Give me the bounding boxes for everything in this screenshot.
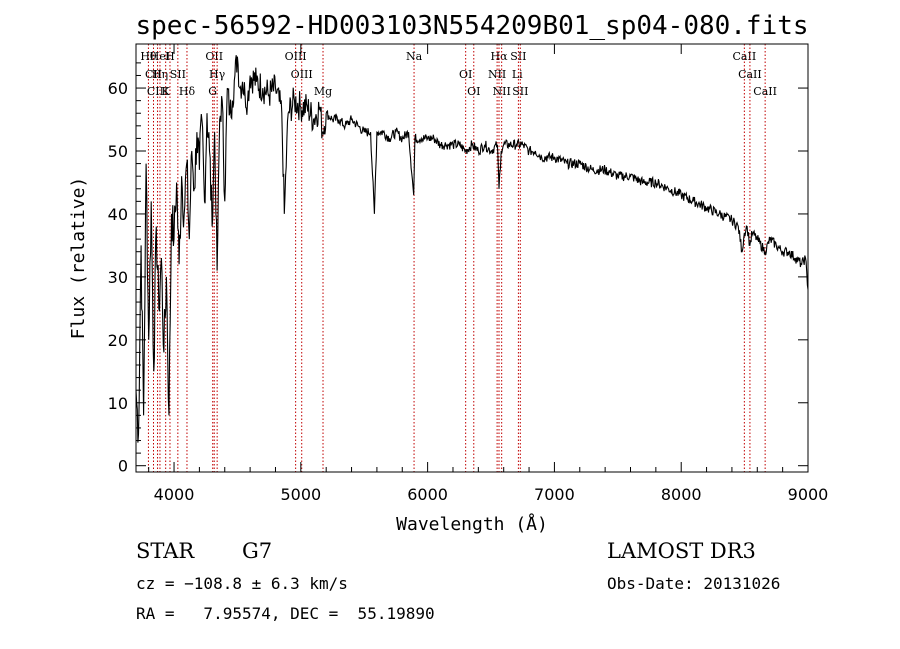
x-tick-label: 8000 xyxy=(661,485,702,504)
y-tick-label: 20 xyxy=(108,331,128,350)
x-tick-label: 9000 xyxy=(788,485,829,504)
survey-name: LAMOST DR3 xyxy=(607,539,756,563)
marker-label: CII xyxy=(145,68,162,81)
marker-label: G xyxy=(208,85,217,98)
marker-label: SII xyxy=(170,68,186,81)
marker-label: CaII xyxy=(753,85,777,98)
marker-label: CIII xyxy=(147,85,168,98)
x-axis-label: Wavelength (Å) xyxy=(396,513,548,535)
chart-title: spec-56592-HD003103N554209B01_sp04-080.f… xyxy=(135,11,808,41)
coordinates: RA = 7.95574, DEC = 55.19890 xyxy=(136,604,435,623)
plot-frame xyxy=(135,43,809,473)
observation-date: Obs-Date: 20131026 xyxy=(607,574,781,593)
y-axis-label: Flux (relative) xyxy=(68,177,89,340)
marker-label: CaII xyxy=(733,50,757,63)
marker-label: OI xyxy=(459,68,472,81)
y-tick-label: 50 xyxy=(108,142,128,161)
redshift-cz: cz = −108.8 ± 6.3 km/s xyxy=(136,574,348,593)
marker-label: OIII xyxy=(285,50,307,63)
marker-label: Hδ xyxy=(179,85,196,98)
y-tick-label: 0 xyxy=(118,457,128,476)
marker-label: Li xyxy=(512,68,523,81)
spectral-class: G7 xyxy=(242,539,273,563)
marker-label: OIII xyxy=(291,68,313,81)
y-tick-label: 10 xyxy=(108,394,128,413)
flux-series-line xyxy=(135,55,809,443)
marker-label: Mg xyxy=(314,85,332,98)
marker-label: HeI xyxy=(150,50,170,63)
marker-label: NII xyxy=(493,85,511,98)
y-tick-label: 60 xyxy=(108,79,128,98)
marker-label: SII xyxy=(512,85,528,98)
marker-label: Hθ xyxy=(140,50,157,63)
axis-ticks: 4000 5000 6000 7000 8000 9000 0 10 20 30 40 50 60 xyxy=(108,44,829,504)
marker-label: OI xyxy=(467,85,480,98)
x-tick-label: 7000 xyxy=(534,485,575,504)
marker-label: CaII xyxy=(738,68,762,81)
line-marker-layer: HθCIICIIIHeIHηKHSIIHδOIIHγGOIIIOIIIMgNaO… xyxy=(140,44,777,472)
marker-label: K xyxy=(162,85,171,98)
marker-label: NII xyxy=(488,68,506,81)
marker-label: SII xyxy=(510,50,526,63)
marker-label: OII xyxy=(205,50,223,63)
x-tick-label: 4000 xyxy=(154,485,195,504)
marker-label: Na xyxy=(406,50,423,63)
y-tick-label: 40 xyxy=(108,205,128,224)
x-tick-label: 6000 xyxy=(407,485,448,504)
marker-label: Hη xyxy=(152,68,168,81)
marker-label: H xyxy=(165,50,175,63)
x-tick-label: 5000 xyxy=(280,485,321,504)
object-type: STAR xyxy=(136,539,195,563)
y-tick-label: 30 xyxy=(108,268,128,287)
marker-label: Hα xyxy=(490,50,508,63)
marker-label: Hγ xyxy=(209,68,226,81)
